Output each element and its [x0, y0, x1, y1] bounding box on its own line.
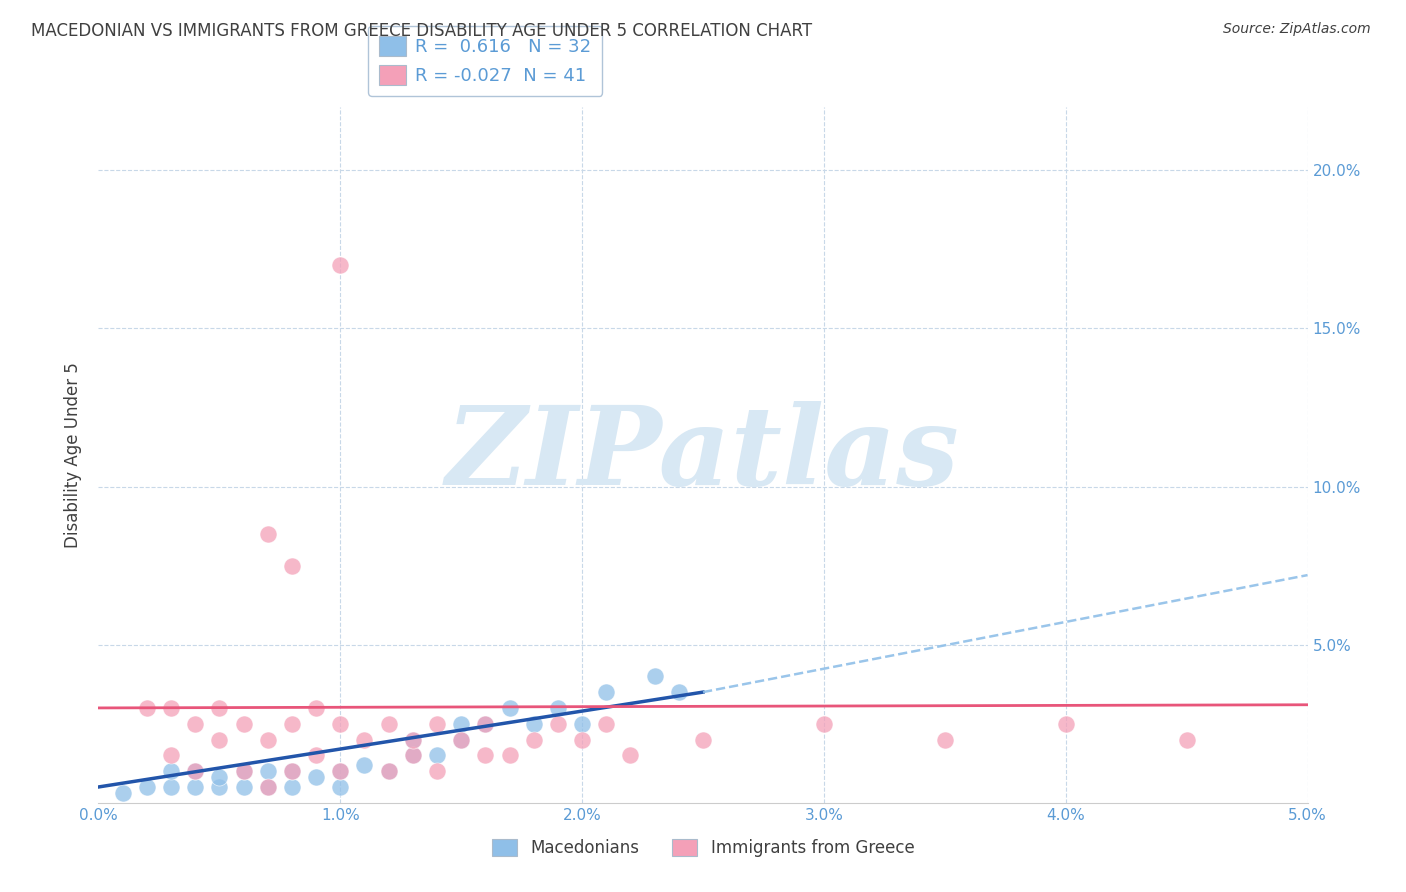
Point: [160, 701, 183, 715]
Point: [474, 748, 496, 763]
Point: [353, 757, 375, 772]
Point: [668, 685, 690, 699]
Point: [377, 764, 399, 779]
Point: [232, 780, 254, 794]
Text: ZIPatlas: ZIPatlas: [446, 401, 960, 508]
Point: [305, 771, 328, 785]
Point: [184, 780, 207, 794]
Point: [523, 732, 546, 747]
Point: [256, 732, 278, 747]
Point: [474, 716, 496, 731]
Point: [547, 716, 569, 731]
Point: [498, 701, 520, 715]
Point: [281, 716, 304, 731]
Point: [474, 716, 496, 731]
Point: [281, 764, 304, 779]
Point: [644, 669, 666, 683]
Point: [184, 764, 207, 779]
Point: [498, 748, 520, 763]
Point: [329, 764, 352, 779]
Y-axis label: Disability Age Under 5: Disability Age Under 5: [65, 362, 83, 548]
Point: [692, 732, 714, 747]
Point: [813, 716, 835, 731]
Text: Source: ZipAtlas.com: Source: ZipAtlas.com: [1223, 22, 1371, 37]
Point: [256, 780, 278, 794]
Point: [450, 732, 472, 747]
Point: [160, 764, 183, 779]
Point: [426, 716, 449, 731]
Point: [450, 716, 472, 731]
Point: [208, 780, 231, 794]
Point: [281, 780, 304, 794]
Point: [934, 732, 956, 747]
Point: [523, 716, 546, 731]
Point: [402, 748, 425, 763]
Point: [208, 732, 231, 747]
Point: [160, 780, 183, 794]
Point: [135, 701, 157, 715]
Point: [595, 716, 617, 731]
Point: [571, 716, 593, 731]
Point: [232, 716, 254, 731]
Point: [402, 732, 425, 747]
Point: [256, 780, 278, 794]
Point: [377, 716, 399, 731]
Point: [329, 716, 352, 731]
Point: [595, 685, 617, 699]
Point: [111, 786, 134, 800]
Point: [329, 258, 352, 272]
Point: [281, 558, 304, 573]
Point: [1054, 716, 1077, 731]
Point: [281, 764, 304, 779]
Point: [305, 701, 328, 715]
Text: MACEDONIAN VS IMMIGRANTS FROM GREECE DISABILITY AGE UNDER 5 CORRELATION CHART: MACEDONIAN VS IMMIGRANTS FROM GREECE DIS…: [31, 22, 813, 40]
Point: [208, 771, 231, 785]
Point: [184, 716, 207, 731]
Point: [208, 701, 231, 715]
Legend: Macedonians, Immigrants from Greece: Macedonians, Immigrants from Greece: [485, 832, 921, 864]
Point: [547, 701, 569, 715]
Point: [160, 748, 183, 763]
Point: [1175, 732, 1198, 747]
Point: [135, 780, 157, 794]
Point: [184, 764, 207, 779]
Point: [232, 764, 254, 779]
Point: [232, 764, 254, 779]
Point: [329, 780, 352, 794]
Point: [377, 764, 399, 779]
Point: [450, 732, 472, 747]
Point: [426, 764, 449, 779]
Point: [256, 764, 278, 779]
Point: [256, 527, 278, 541]
Point: [619, 748, 641, 763]
Point: [571, 732, 593, 747]
Point: [353, 732, 375, 747]
Point: [329, 764, 352, 779]
Point: [402, 732, 425, 747]
Point: [402, 748, 425, 763]
Point: [305, 748, 328, 763]
Point: [426, 748, 449, 763]
